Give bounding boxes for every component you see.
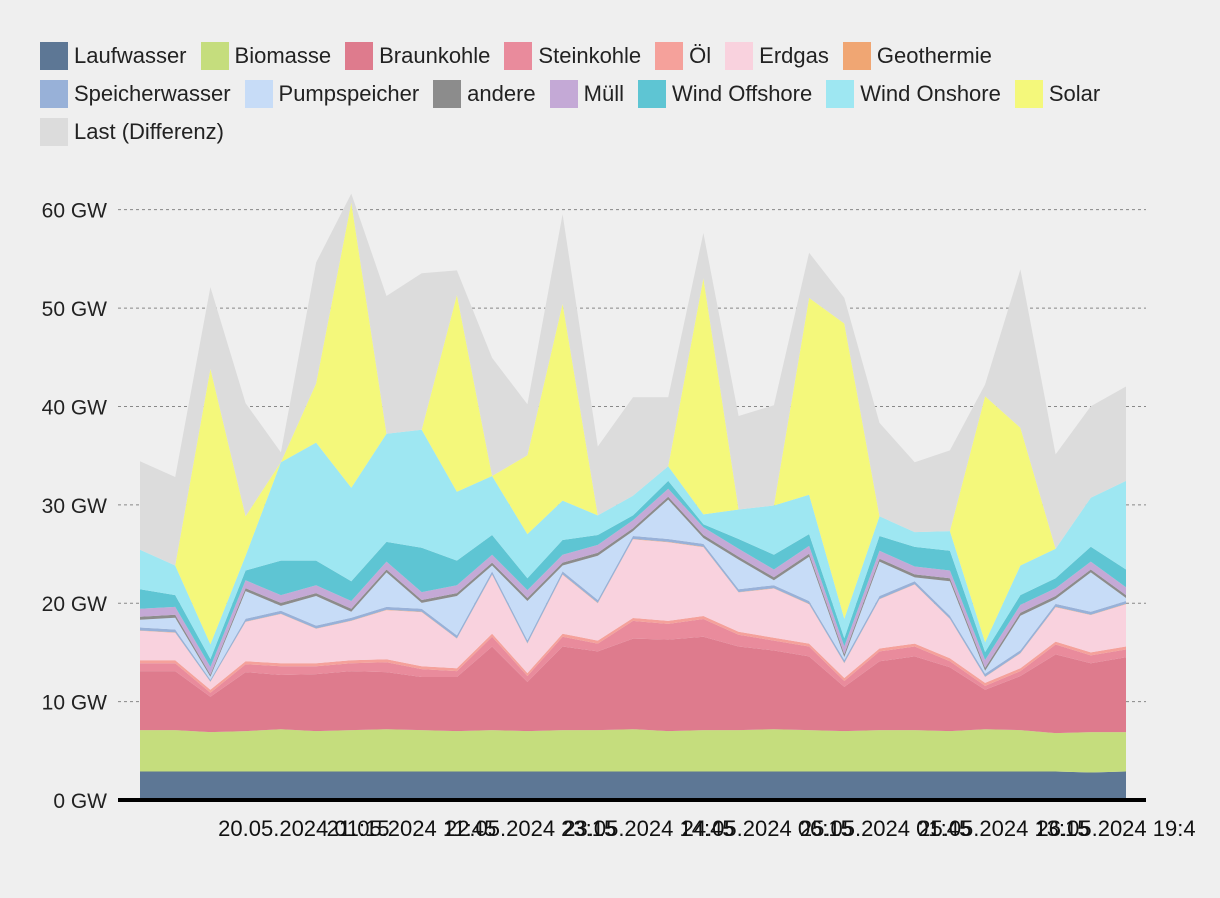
- legend-item-steinkohle[interactable]: Steinkohle: [504, 42, 641, 70]
- area-wind-offshore: [140, 480, 1126, 667]
- y-tick-label: 50 GW: [42, 298, 108, 321]
- area-biomasse: [140, 729, 1126, 773]
- y-tick-label: 60 GW: [42, 200, 108, 223]
- y-tick-label: 10 GW: [42, 692, 108, 715]
- legend-label: Müll: [583, 81, 625, 106]
- legend-item-biomasse[interactable]: Biomasse: [200, 42, 332, 70]
- legend-item-pumpspeicher[interactable]: Pumpspeicher: [244, 80, 420, 108]
- legend-item-öl[interactable]: Öl: [655, 42, 711, 70]
- legend-swatch: [842, 42, 871, 70]
- legend-label: Geothermie: [876, 43, 992, 68]
- x-tick-label: 25.05.2024 13:15: [918, 816, 1089, 841]
- legend-swatch: [40, 118, 68, 146]
- y-tick-label: 20 GW: [42, 593, 108, 616]
- legend-label: Erdgas: [759, 43, 829, 68]
- legend-label: Laufwasser: [74, 43, 187, 68]
- x-tick-label: 20.05.2024 01:15: [218, 816, 389, 841]
- legend-label: Pumpspeicher: [278, 81, 420, 106]
- legend-swatch: [40, 80, 68, 108]
- legend-label: Last (Differenz): [74, 119, 224, 144]
- legend-swatch: [638, 80, 667, 108]
- x-tick-label: 24.05.2024 06:15: [682, 816, 853, 841]
- legend-label: Steinkohle: [538, 43, 642, 68]
- legend-item-last-differenz[interactable]: Last (Differenz): [40, 118, 224, 146]
- legend-swatch: [244, 80, 273, 108]
- legend-swatch: [200, 42, 229, 70]
- legend-swatch: [655, 42, 684, 70]
- area-wind-onshore: [140, 429, 1126, 659]
- legend-label: Wind Offshore: [672, 81, 813, 106]
- legend-label: andere: [467, 81, 536, 106]
- legend-item-erdgas[interactable]: Erdgas: [725, 42, 829, 70]
- legend-item-braunkohle[interactable]: Braunkohle: [345, 42, 490, 70]
- y-tick-label: 0 GW: [53, 790, 107, 813]
- legend-swatch: [1014, 80, 1043, 108]
- area-steinkohle: [140, 619, 1126, 697]
- legend-swatch: [345, 42, 374, 70]
- legend-label: Öl: [689, 43, 712, 68]
- area-last-differenz: [140, 193, 1126, 566]
- legend-swatch: [826, 80, 855, 108]
- legend-swatch: [433, 80, 462, 108]
- legend-label: Wind Onshore: [860, 81, 1001, 106]
- legend-swatch: [549, 80, 578, 108]
- legend-item-solar[interactable]: Solar: [1014, 80, 1101, 108]
- legend-item-geothermie[interactable]: Geothermie: [842, 42, 992, 70]
- area-laufwasser: [140, 771, 1126, 800]
- area-pumpspeicher: [140, 499, 1126, 680]
- x-tick-label: 25.05.2024 01:45: [800, 816, 971, 841]
- legend-swatch: [725, 42, 754, 70]
- area-erdgas: [140, 539, 1126, 690]
- stacked-areas: [140, 193, 1126, 800]
- area-solar: [140, 202, 1126, 645]
- legend-label: Braunkohle: [379, 43, 491, 68]
- legend-swatch: [40, 42, 68, 70]
- legend-item-andere[interactable]: andere: [433, 80, 536, 108]
- gridlines: 0 GW 10 GW 20 GW 30 GW 40 GW 50 GW 60 GW: [42, 200, 1146, 813]
- legend-item-laufwasser[interactable]: Laufwasser: [40, 42, 187, 70]
- area-müll: [140, 488, 1126, 675]
- legend-item-müll[interactable]: Müll: [549, 80, 625, 108]
- x-tick-label: 21.05.2024 11:45: [327, 816, 497, 841]
- y-tick-label: 40 GW: [42, 396, 108, 419]
- legend-item-wind-onshore[interactable]: Wind Onshore: [826, 80, 1001, 108]
- legend-item-speicherwasser[interactable]: Speicherwasser: [40, 80, 231, 108]
- x-tick-label: 23.05.2024 14:45: [563, 816, 734, 841]
- legend-label: Biomasse: [234, 43, 332, 68]
- legend-swatch: [504, 42, 533, 70]
- x-tick-label: 26.05.2024 19:4: [1037, 816, 1196, 841]
- legend-label: Solar: [1048, 81, 1101, 106]
- y-tick-label: 30 GW: [42, 495, 108, 518]
- legend: Laufwasser Biomasse Braunkohle Steinkohle Öl…: [40, 42, 1190, 156]
- legend-label: Speicherwasser: [74, 81, 231, 106]
- legend-item-wind-offshore[interactable]: Wind Offshore: [638, 80, 812, 108]
- x-tick-label: 22.05.2024 23:15: [445, 816, 616, 841]
- area-braunkohle: [140, 636, 1126, 734]
